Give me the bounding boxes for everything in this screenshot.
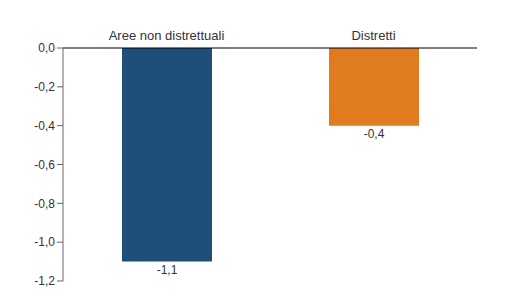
svg-text:-1,1: -1,1 (157, 263, 178, 277)
svg-text:-0,4: -0,4 (364, 127, 385, 141)
svg-text:-0,4: -0,4 (34, 119, 55, 133)
svg-text:-0,2: -0,2 (34, 80, 55, 94)
svg-text:-1,0: -1,0 (34, 235, 55, 249)
svg-text:Distretti: Distretti (351, 28, 395, 43)
svg-text:-0,6: -0,6 (34, 158, 55, 172)
svg-text:-1,2: -1,2 (34, 274, 55, 288)
svg-text:-0,8: -0,8 (34, 197, 55, 211)
svg-text:Aree non distrettuali: Aree non distrettuali (109, 28, 225, 43)
svg-text:0,0: 0,0 (38, 41, 55, 55)
